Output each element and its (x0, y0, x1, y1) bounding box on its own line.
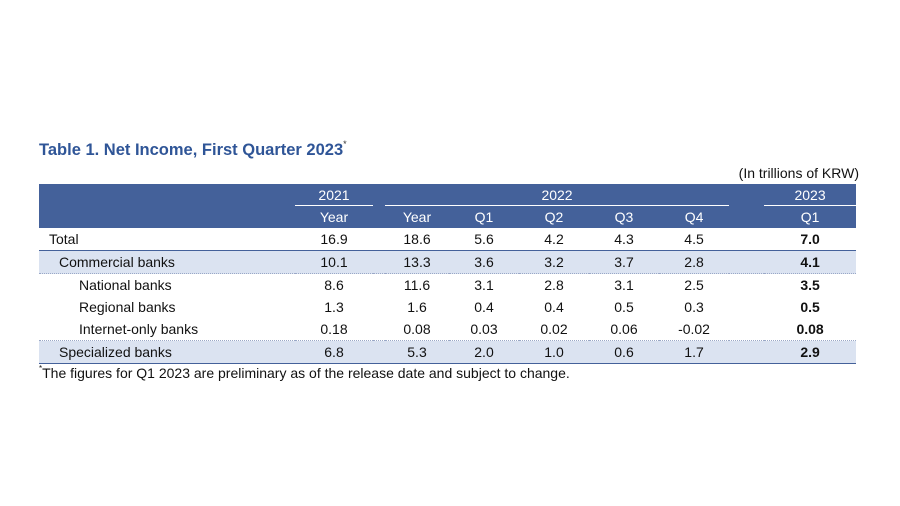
cell: 18.6 (385, 228, 449, 251)
cell: 0.4 (544, 299, 564, 315)
footnote: *The figures for Q1 2023 are preliminary… (39, 364, 570, 381)
cell: 4.5 (659, 228, 730, 251)
net-income-table: 2021 2022 2023 Year Year Q1 Q2 Q3 Q4 Q1 … (39, 184, 857, 364)
cell: 1.3 (324, 299, 344, 315)
unit-label: (In trillions of KRW) (738, 165, 859, 181)
table-row: National banks 8.6 11.6 3.1 2.8 3.1 2.5 … (39, 274, 856, 297)
cell: 3.2 (519, 250, 589, 274)
col-header: Year (385, 206, 449, 228)
cell: 1.7 (659, 340, 730, 364)
table-row: Commercial banks 10.1 13.3 3.6 3.2 3.7 2… (39, 250, 857, 274)
row-label: Regional banks (79, 299, 176, 315)
cell: 1.6 (407, 299, 427, 315)
table-title: Table 1. Net Income, First Quarter 2023* (39, 139, 347, 159)
table-row: Regional banks 1.3 1.6 0.4 0.4 0.5 0.3 0… (39, 296, 856, 318)
cell: 3.6 (449, 250, 519, 274)
cell: 2.8 (659, 250, 730, 274)
cell: 3.1 (614, 277, 634, 293)
cell: 0.5 (800, 299, 820, 315)
cell: 3.7 (589, 250, 659, 274)
row-label: Commercial banks (39, 250, 295, 274)
header-blank (39, 184, 295, 206)
cell: 1.0 (519, 340, 589, 364)
cell: 10.1 (295, 250, 373, 274)
cell: 6.8 (295, 340, 373, 364)
cell: 2.9 (764, 340, 857, 364)
title-footnote-mark: * (343, 139, 347, 149)
cell: 0.06 (589, 318, 659, 341)
cell: 4.2 (519, 228, 589, 251)
cell: 2.8 (544, 277, 564, 293)
col-header: Q1 (764, 206, 857, 228)
cell: 0.03 (449, 318, 519, 341)
table-row: Internet-only banks 0.18 0.08 0.03 0.02 … (39, 318, 857, 341)
col-header: Q3 (589, 206, 659, 228)
cell: 0.5 (614, 299, 634, 315)
cell: 3.1 (474, 277, 494, 293)
cell: 0.18 (295, 318, 373, 341)
row-label: Specialized banks (39, 340, 295, 364)
cell: 0.08 (764, 318, 857, 341)
cell: 11.6 (403, 277, 431, 293)
header-2021: 2021 (295, 184, 373, 206)
cell: 4.1 (764, 250, 857, 274)
table-row: Specialized banks 6.8 5.3 2.0 1.0 0.6 1.… (39, 340, 857, 364)
row-label: Internet-only banks (39, 318, 295, 341)
cell: 0.3 (684, 299, 704, 315)
cell: 3.5 (800, 277, 820, 293)
cell: 4.3 (589, 228, 659, 251)
table-row: Total 16.9 18.6 5.6 4.2 4.3 4.5 7.0 (39, 228, 857, 251)
cell: 5.3 (385, 340, 449, 364)
cell: 0.02 (519, 318, 589, 341)
cell: 0.08 (385, 318, 449, 341)
cell: 0.4 (474, 299, 494, 315)
col-header: Q1 (449, 206, 519, 228)
cell: -0.02 (659, 318, 730, 341)
col-header: Q4 (659, 206, 730, 228)
cell: 0.6 (589, 340, 659, 364)
row-label: Total (39, 228, 295, 251)
cell: 5.6 (449, 228, 519, 251)
cell: 7.0 (764, 228, 857, 251)
header-2022: 2022 (385, 184, 730, 206)
cell: 2.5 (684, 277, 704, 293)
col-header: Q2 (519, 206, 589, 228)
cell: 16.9 (295, 228, 373, 251)
cell: 2.0 (449, 340, 519, 364)
header-2023: 2023 (764, 184, 857, 206)
row-label: National banks (79, 277, 172, 293)
cell: 8.6 (324, 277, 344, 293)
col-header: Year (295, 206, 373, 228)
cell: 13.3 (385, 250, 449, 274)
footnote-mark: * (39, 364, 43, 373)
